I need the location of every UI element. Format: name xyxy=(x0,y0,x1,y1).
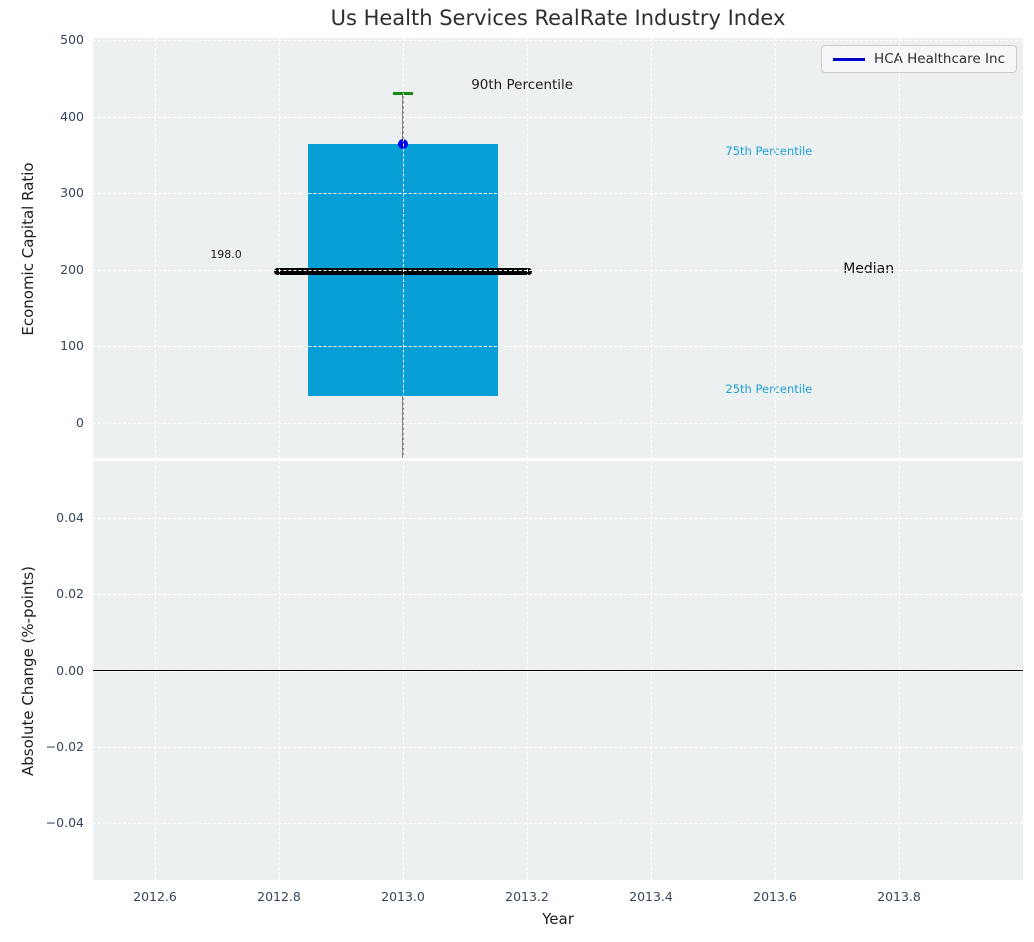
y-tick-label: 400 xyxy=(60,108,84,124)
gridline xyxy=(403,461,404,880)
p25-percentile-label: 25th Percentile xyxy=(725,382,813,397)
legend-line-swatch xyxy=(833,57,866,61)
y-tick-label: 500 xyxy=(60,32,84,48)
y-tick-label: −0.02 xyxy=(45,738,84,754)
x-tick-label: 2013.8 xyxy=(877,889,921,904)
median-label: Median xyxy=(843,261,895,278)
x-axis-label: Year xyxy=(542,910,574,928)
gridline xyxy=(93,40,1023,42)
y-tick-label: 300 xyxy=(60,185,84,201)
zero-line xyxy=(93,669,1023,672)
gridline xyxy=(155,38,156,458)
gridline xyxy=(899,38,900,458)
x-tick-label: 2013.6 xyxy=(753,889,797,904)
gridline xyxy=(527,461,528,880)
gridline xyxy=(93,594,1023,596)
chart-title: Us Health Services RealRate Industry Ind… xyxy=(330,6,786,30)
gridline xyxy=(155,461,156,880)
gridline xyxy=(93,116,1023,118)
p75-percentile-label: 75th Percentile xyxy=(725,144,813,159)
p90-cap xyxy=(393,92,413,96)
gridline xyxy=(93,518,1023,520)
x-tick-label: 2012.8 xyxy=(257,889,301,904)
y-tick-label: 200 xyxy=(60,261,84,277)
top-y-axis-label: Economic Capital Ratio xyxy=(19,162,37,336)
bottom-axes xyxy=(93,461,1023,880)
x-tick-label: 2013.4 xyxy=(629,889,673,904)
gridline xyxy=(93,346,1023,348)
gridline xyxy=(775,461,776,880)
top-axes: 198.0 90th Percentile 75th Percentile Me… xyxy=(93,38,1023,458)
gridline xyxy=(651,38,652,458)
gridline xyxy=(775,38,776,458)
gridline xyxy=(93,269,1023,271)
gridline xyxy=(403,38,404,458)
gridline xyxy=(93,746,1023,748)
y-tick-label: 100 xyxy=(60,338,84,354)
gridline xyxy=(527,38,528,458)
y-tick-label: 0 xyxy=(76,414,84,430)
gridline xyxy=(93,822,1023,824)
gridline xyxy=(651,461,652,880)
x-tick-label: 2012.6 xyxy=(133,889,177,904)
gridline xyxy=(899,461,900,880)
p90-percentile-label: 90th Percentile xyxy=(471,77,574,94)
y-tick-label: 0.04 xyxy=(56,510,84,526)
median-line xyxy=(274,267,532,275)
x-tick-label: 2013.0 xyxy=(381,889,425,904)
gridline xyxy=(279,38,280,458)
legend: HCA Healthcare Inc xyxy=(821,45,1017,73)
gridline xyxy=(279,461,280,880)
y-tick-label: 0.02 xyxy=(56,586,84,602)
gridline xyxy=(93,422,1023,424)
legend-label: HCA Healthcare Inc xyxy=(874,51,1005,67)
median-value-label: 198.0 xyxy=(210,248,242,262)
y-tick-label: −0.04 xyxy=(45,814,84,830)
x-tick-label: 2013.2 xyxy=(505,889,549,904)
y-tick-label: 0.00 xyxy=(56,662,84,678)
gridline xyxy=(93,193,1023,195)
gridline xyxy=(93,670,1023,672)
